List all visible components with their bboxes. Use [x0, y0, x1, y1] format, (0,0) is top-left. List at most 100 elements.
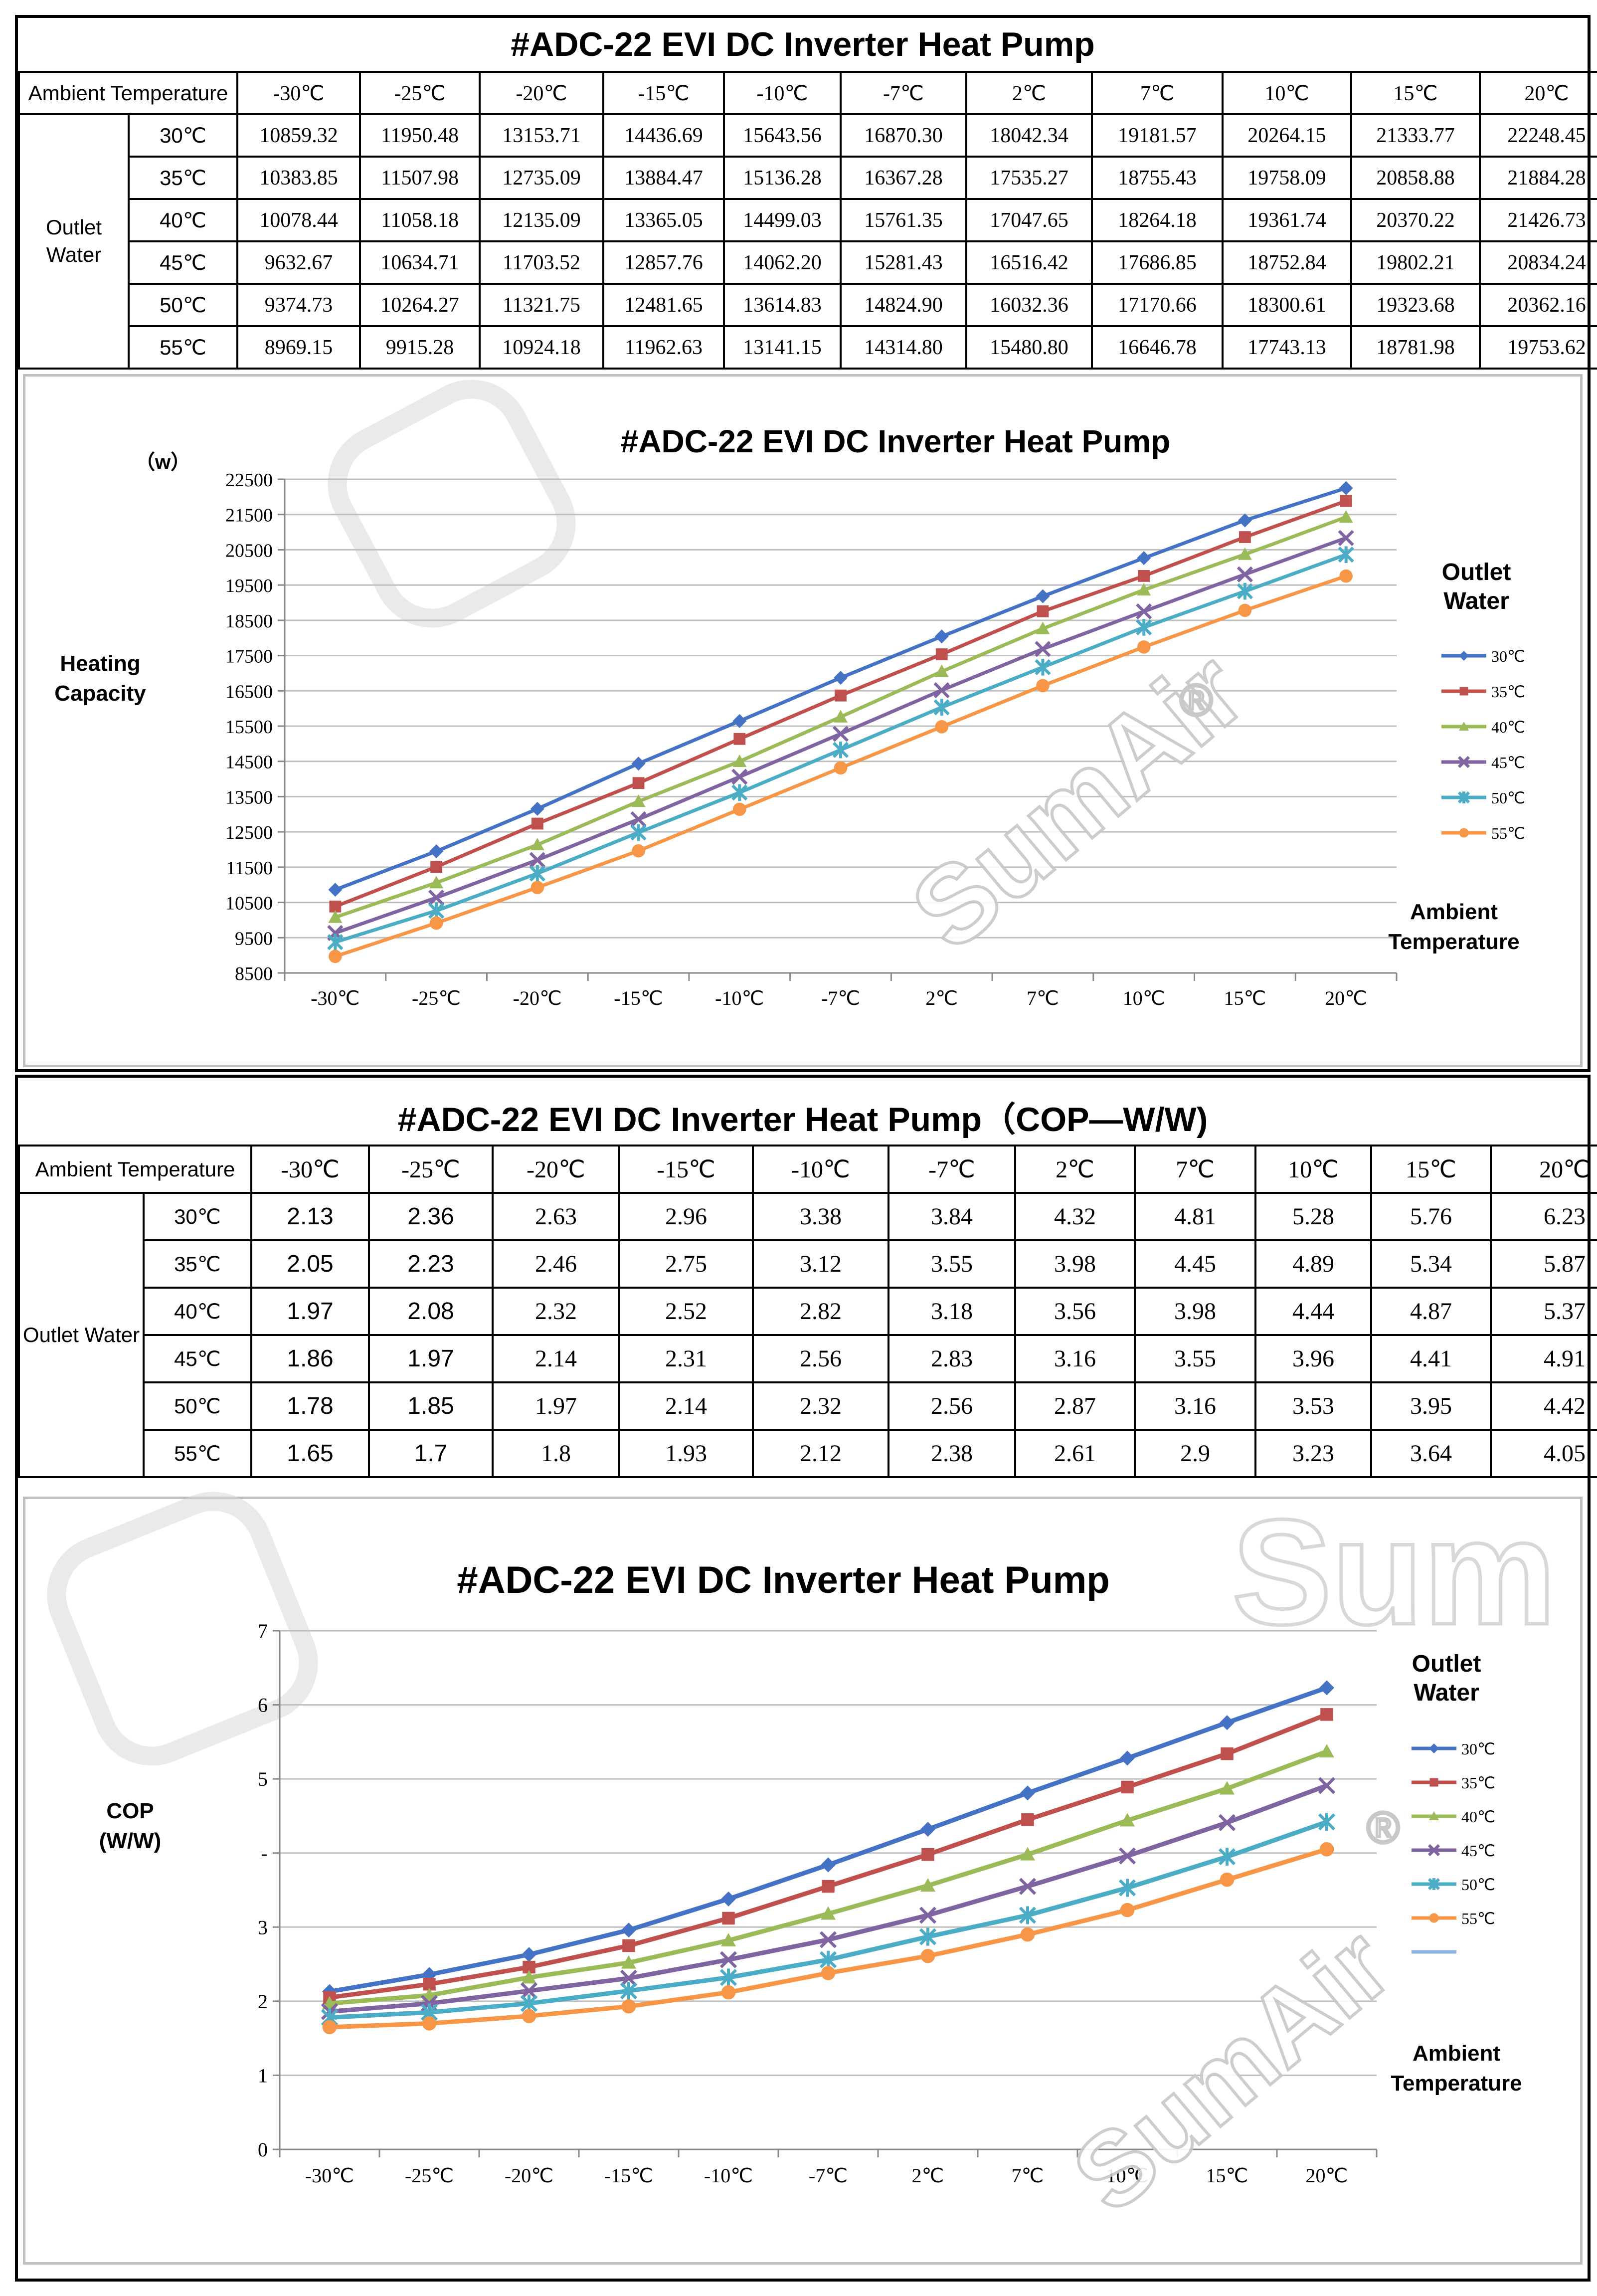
value-cell: 10264.27 — [359, 283, 481, 327]
value-cell: 1.97 — [250, 1287, 370, 1336]
value-cell: 6.23 — [1490, 1192, 1597, 1241]
data-point — [1319, 1842, 1334, 1857]
ambient-temp-header-cell: 10℃ — [1222, 71, 1353, 115]
legend-marker — [1429, 1743, 1439, 1753]
value-cell: 2.87 — [1014, 1381, 1136, 1431]
value-cell: 17047.65 — [965, 198, 1093, 242]
value-cell: 13614.83 — [723, 283, 842, 327]
data-point — [329, 900, 342, 913]
table-row: 40℃ 1.97 2.08 2.32 2.52 2.82 3.18 3.56 3.98 4.44 4… — [19, 1287, 1597, 1336]
value-cell: 18752.84 — [1222, 240, 1353, 285]
data-point — [721, 1891, 736, 1907]
legend-title: Outlet Water — [1412, 1651, 1481, 1706]
value-cell: 15136.28 — [723, 156, 842, 200]
x-tick-label: -20℃ — [513, 987, 562, 1009]
data-point — [1218, 1814, 1236, 1831]
series-4 — [321, 1813, 1336, 2027]
y-tick-label: 19500 — [225, 575, 273, 596]
outlet-temp-cell: 55℃ — [127, 325, 239, 370]
data-point — [1137, 582, 1151, 596]
data-point — [1136, 619, 1152, 636]
ambient-temp-header-cell: -20℃ — [479, 71, 605, 115]
value-cell: 2.52 — [618, 1287, 754, 1336]
data-point — [819, 1950, 837, 1969]
ambient-temp-header-cell: -7℃ — [887, 1145, 1017, 1194]
data-point — [1120, 1813, 1135, 1827]
series-2 — [322, 1744, 1334, 2010]
data-point — [921, 1848, 934, 1861]
ambient-temp-header-cell: -25℃ — [359, 71, 481, 115]
value-cell: 21333.77 — [1350, 113, 1481, 158]
series-3 — [321, 1777, 1336, 2020]
data-point — [934, 664, 949, 677]
data-point — [1319, 1744, 1334, 1758]
legend-label: 50℃ — [1491, 789, 1525, 807]
table-row: 55℃ 1.65 1.7 1.8 1.93 2.12 2.38 2.61 2.9 3.23 3.64… — [19, 1429, 1597, 1478]
data-point — [1338, 530, 1354, 546]
y-tick-label: 8500 — [235, 963, 273, 984]
legend-marker — [1427, 1878, 1440, 1891]
legend-label: 40℃ — [1491, 718, 1525, 736]
ambient-temp-header-cell: -10℃ — [752, 1145, 890, 1194]
value-cell: 5.87 — [1490, 1239, 1597, 1289]
data-point — [821, 1857, 836, 1873]
x-tick-label: -10℃ — [715, 987, 764, 1009]
value-cell: 2.05 — [250, 1239, 370, 1289]
legend-entry: 35℃ — [1441, 683, 1525, 701]
data-point — [422, 2016, 437, 2031]
value-cell: 10859.32 — [236, 113, 361, 158]
legend-entry: 50℃ — [1441, 789, 1525, 807]
data-point — [1019, 1878, 1037, 1895]
value-cell: 17170.66 — [1091, 283, 1224, 327]
legend-entry: 40℃ — [1441, 718, 1525, 736]
data-point — [1036, 589, 1050, 603]
ambient-temp-header-cell: -30℃ — [250, 1145, 370, 1194]
value-cell: 14062.20 — [723, 240, 842, 285]
value-cell: 4.41 — [1370, 1334, 1492, 1383]
x-tick-label: -30℃ — [311, 987, 359, 1009]
value-cell: 19361.74 — [1222, 198, 1353, 242]
value-cell: 17686.85 — [1091, 240, 1224, 285]
x-tick-label: -7℃ — [809, 2164, 848, 2187]
capacity-chart-svg: 22500 21500 20500 19500 18500 17500 16500 15500… — [54, 423, 1525, 1009]
x-tick-label: 2℃ — [925, 987, 958, 1009]
data-point — [620, 1982, 638, 2000]
data-point — [622, 1939, 635, 1952]
value-cell: 11058.18 — [359, 198, 481, 242]
x-tick-label: -10℃ — [704, 2164, 753, 2187]
legend-marker — [1427, 1844, 1440, 1857]
series-4 — [327, 546, 1354, 951]
value-cell: 20264.15 — [1222, 113, 1353, 158]
value-cell: 2.14 — [618, 1381, 754, 1431]
data-point — [1121, 1780, 1134, 1794]
value-cell: 15761.35 — [840, 198, 968, 242]
cop-table: Ambient Temperature -30℃ -25℃ -20℃ -15℃ -10℃ -… — [17, 1145, 1597, 1478]
value-cell: 1.78 — [250, 1381, 370, 1431]
value-cell: 15480.80 — [965, 325, 1093, 370]
value-cell: 1.93 — [618, 1429, 754, 1478]
data-point — [933, 682, 950, 699]
legend-marker — [1429, 1811, 1439, 1820]
y-tick-label: 13500 — [225, 787, 273, 808]
value-cell: 3.12 — [752, 1239, 890, 1289]
value-cell: 1.8 — [492, 1429, 621, 1478]
data-point — [732, 754, 747, 767]
value-cell: 2.63 — [492, 1192, 621, 1241]
table-row: 35℃ 10383.85 11507.98 12735.09 13884.47 15136… — [19, 156, 1597, 200]
data-point — [920, 1878, 935, 1892]
value-cell: 16870.30 — [840, 113, 968, 158]
data-point — [621, 1955, 636, 1969]
data-point — [530, 801, 544, 816]
legend-label: 30℃ — [1461, 1740, 1495, 1758]
legend-entry: 35℃ — [1412, 1774, 1495, 1792]
ambient-temp-header-cell: 20℃ — [1479, 71, 1597, 115]
value-cell: 13141.15 — [723, 325, 842, 370]
data-point — [832, 741, 849, 759]
value-cell: 2.12 — [752, 1429, 890, 1478]
outlet-temp-cell: 40℃ — [142, 1287, 253, 1336]
value-cell: 22248.45 — [1479, 113, 1597, 158]
value-cell: 10383.85 — [236, 156, 361, 200]
data-point — [522, 2009, 536, 2023]
y-tick-label: 22500 — [225, 470, 273, 491]
ambient-temperature-header: Ambient Temperature — [17, 1145, 253, 1194]
